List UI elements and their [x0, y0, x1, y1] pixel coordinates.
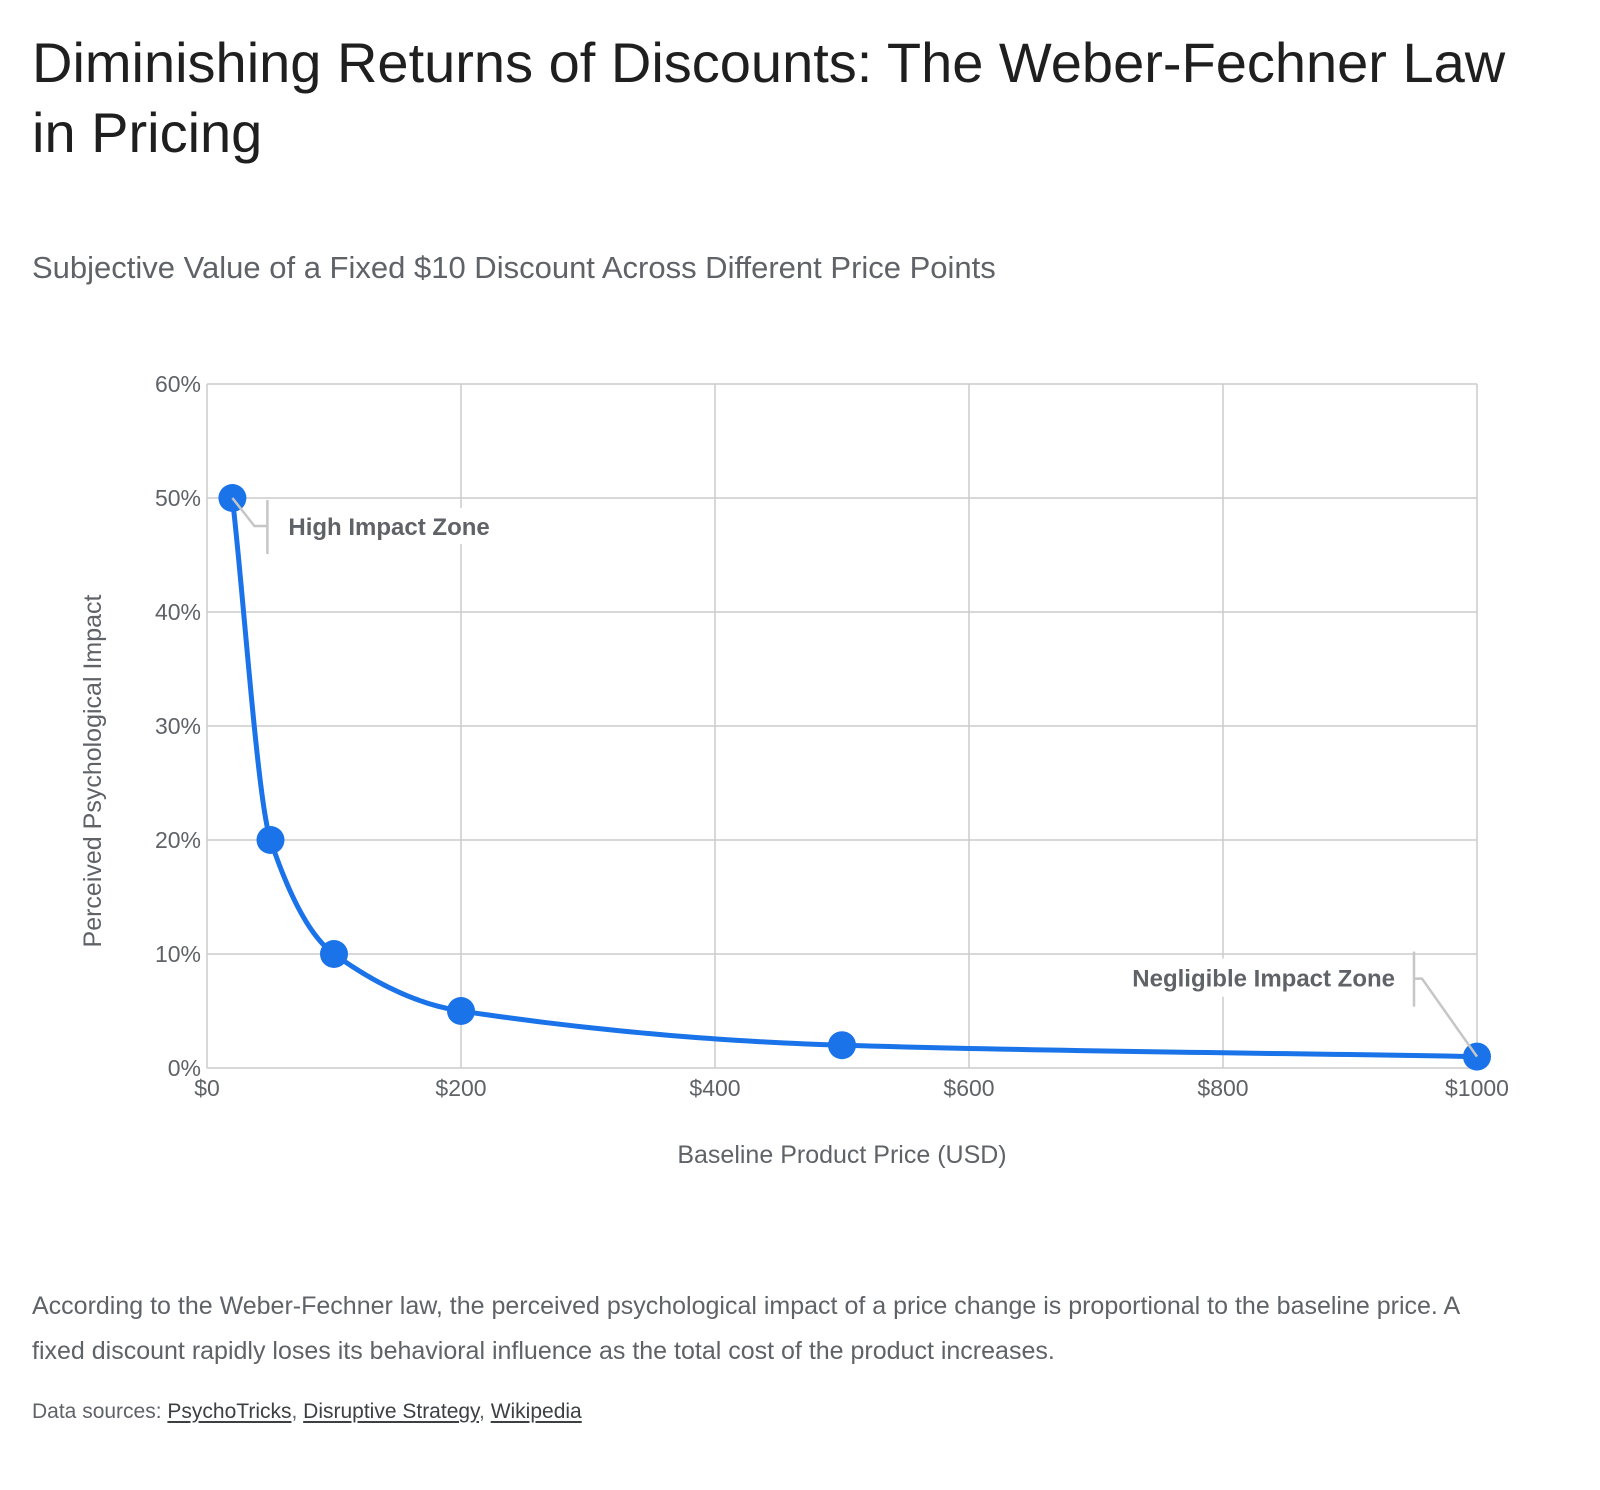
series-line [229, 495, 1480, 1060]
annotation-label: High Impact Zone [288, 514, 489, 541]
y-tick-label: 60% [155, 371, 201, 397]
x-tick-label: $400 [689, 1075, 740, 1101]
annotation-label-background [277, 508, 518, 544]
data-point [320, 940, 348, 968]
y-tick-label: 10% [155, 941, 201, 967]
annotation-leader [231, 497, 268, 528]
chart-description: According to the Weber-Fechner law, the … [32, 1292, 1459, 1365]
page-title: Diminishing Returns of Discounts: The We… [32, 31, 1506, 164]
data-sources: Data sources: PsychoTricks, Disruptive S… [32, 1396, 582, 1428]
sources-label: Data sources: [32, 1400, 162, 1423]
x-tick-label: $0 [194, 1075, 220, 1101]
source-link-psychotricks[interactable]: PsychoTricks [167, 1400, 292, 1423]
line-chart: 0% 10% 20% 30% 40% 50% 60% $0 $200 $400 $600 $800 $1… [79, 371, 1509, 1169]
y-tick-label: 40% [155, 599, 201, 625]
source-separator: , [291, 1400, 304, 1423]
y-tick-label: 30% [155, 713, 201, 739]
x-tick-label: $800 [1197, 1075, 1248, 1101]
annotation-label-background [1117, 958, 1407, 997]
x-tick-label: $1000 [1445, 1075, 1509, 1101]
y-axis-title: Perceived Psychological Impact [79, 594, 107, 947]
x-tick-label: $200 [435, 1075, 486, 1101]
annotation-label: Negligible Impact Zone [1132, 966, 1395, 993]
data-point [828, 1031, 856, 1060]
chart-subtitle: Subjective Value of a Fixed $10 Discount… [32, 250, 996, 285]
y-tick-label: 20% [155, 827, 201, 853]
y-tick-label: 50% [155, 485, 201, 511]
annotation-leader [1414, 977, 1479, 1058]
data-point [256, 826, 285, 854]
source-link-wikipedia[interactable]: Wikipedia [490, 1400, 582, 1423]
y-tick-label: 0% [168, 1055, 201, 1081]
x-tick-label: $600 [943, 1075, 994, 1101]
source-link-disruptive-strategy[interactable]: Disruptive Strategy [303, 1400, 480, 1423]
x-axis-title: Baseline Product Price (USD) [677, 1141, 1006, 1169]
data-point [447, 997, 475, 1025]
source-separator: , [479, 1400, 491, 1423]
